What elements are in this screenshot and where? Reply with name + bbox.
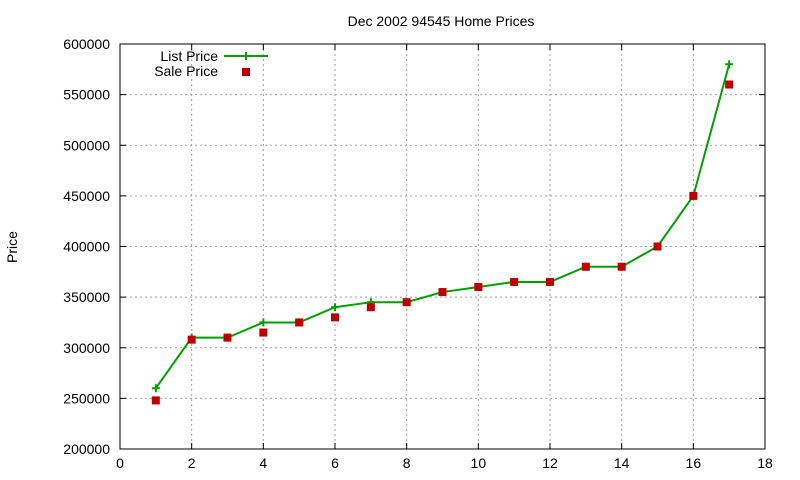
y-tick-label: 400000 [63,239,110,255]
y-tick-label: 200000 [63,441,110,457]
tick-layer: 0 2 4 6 8 10 12 14 16 18 200000 250000 300000 350000 4… [63,36,773,471]
x-tick-label: 14 [614,455,630,471]
data-point [402,298,411,307]
series-list-price [151,60,734,393]
x-tick-label: 18 [757,455,773,471]
x-tick-label: 10 [471,455,487,471]
data-point [259,328,268,337]
legend-marker [242,52,250,60]
y-tick-label: 300000 [63,340,110,356]
x-tick-label: 16 [686,455,702,471]
y-tick-label: 350000 [63,289,110,305]
y-tick-label: 600000 [63,36,110,52]
data-point [295,318,304,327]
y-tick-label: 500000 [63,137,110,153]
series-layer [151,60,734,405]
data-point [689,191,698,200]
y-tick-label: 550000 [63,87,110,103]
data-point [331,313,339,322]
data-point [151,396,160,405]
data-point [438,288,447,297]
x-tick-label: 12 [542,455,558,471]
data-point [653,242,662,251]
data-point [617,262,626,271]
data-point [474,283,483,291]
legend-label: List Price [160,48,218,64]
data-point [259,318,268,327]
grid-layer [120,44,765,449]
data-point [581,262,590,271]
x-tick-label: 4 [259,455,267,471]
data-point [725,60,734,69]
data-point [187,335,196,344]
y-tick-label: 250000 [63,390,110,406]
x-tick-label: 8 [403,455,411,471]
data-point [510,277,519,286]
data-point [331,303,339,312]
y-tick-label: 450000 [63,188,110,204]
data-point [366,303,375,312]
data-point [151,384,160,393]
data-point [725,80,734,89]
data-point [546,277,554,286]
y-axis-label: Price [4,231,20,263]
x-tick-label: 0 [116,455,124,471]
series-sale-price [151,80,734,405]
series-line [155,63,731,389]
legend-label: Sale Price [154,63,218,79]
legend-marker [242,68,250,76]
x-tick-label: 6 [331,455,339,471]
data-point [223,333,232,342]
chart-title: Dec 2002 94545 Home Prices [348,13,535,29]
x-tick-label: 2 [188,455,196,471]
